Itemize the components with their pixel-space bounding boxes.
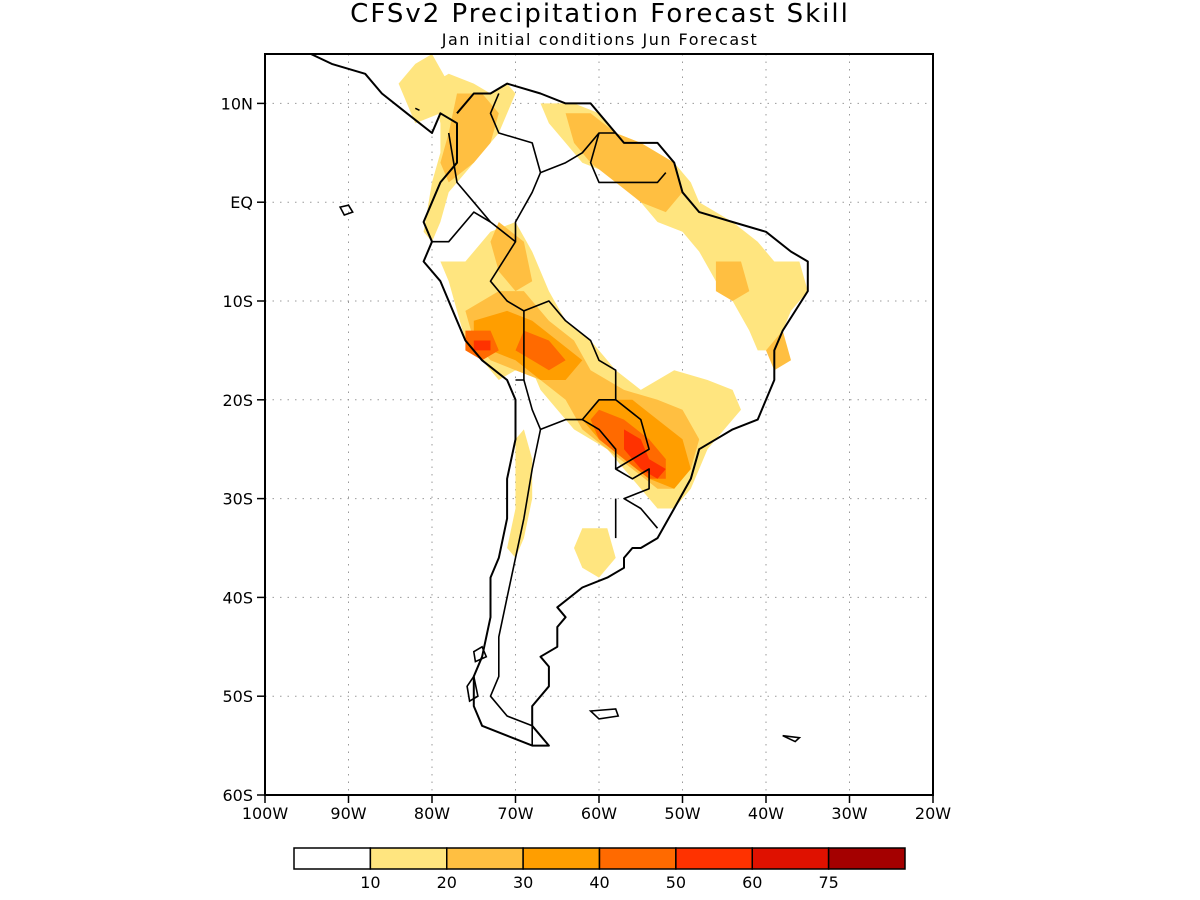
- skill-region-10: [507, 429, 533, 558]
- colorbar-swatch: [446, 847, 524, 870]
- colorbar-label: 75: [818, 873, 838, 892]
- skill-region-10: [574, 528, 616, 578]
- colorbar-swatch: [293, 847, 372, 870]
- lat-tick-label: EQ: [230, 193, 253, 212]
- lon-tick-label: 60W: [581, 804, 617, 823]
- colorbar-swatch: [369, 847, 448, 870]
- skill-region-40: [515, 330, 566, 371]
- lat-tick-label: 30S: [222, 490, 253, 509]
- skill-region-50: [473, 340, 491, 351]
- lat-tick-label: 10N: [221, 94, 253, 113]
- colorbar-label: 40: [589, 873, 609, 892]
- colorbar: 10 20 30 40 50 60 75: [293, 847, 906, 892]
- colorbar-label: 30: [513, 873, 533, 892]
- colorbar-label: 10: [360, 873, 380, 892]
- skill-region-10: [398, 54, 449, 124]
- colorbar-label: 50: [666, 873, 686, 892]
- country-border: [589, 132, 667, 184]
- latitude-axis: 10N EQ 10S 20S 30S 40S 50S 60S: [221, 94, 265, 805]
- skill-region-50: [624, 429, 666, 479]
- colorbar-swatch: [598, 847, 677, 870]
- lon-tick-label: 30W: [831, 804, 867, 823]
- country-border: [523, 379, 616, 431]
- lon-tick-label: 80W: [414, 804, 450, 823]
- figure-title: CFSv2 Precipitation Forecast Skill: [350, 0, 850, 29]
- colorbar-label: 60: [742, 873, 762, 892]
- skill-region-20: [715, 261, 750, 301]
- country-border: [540, 132, 616, 174]
- island-outline: [782, 734, 802, 743]
- skill-region-20: [766, 330, 791, 371]
- coastlines-and-borders: [308, 54, 809, 747]
- colorbar-swatch: [522, 847, 601, 870]
- lat-tick-label: 10S: [222, 292, 253, 311]
- lon-tick-label: 40W: [748, 804, 784, 823]
- island-outline: [472, 645, 488, 663]
- country-border: [447, 93, 542, 243]
- lon-tick-label: 90W: [330, 804, 366, 823]
- colorbar-swatch: [751, 847, 830, 870]
- skill-region-10: [440, 222, 741, 509]
- colorbar-swatch: [827, 847, 906, 870]
- lon-tick-label: 100W: [242, 804, 289, 823]
- skill-region-20: [440, 93, 499, 183]
- island-outline: [466, 674, 479, 703]
- figure-subtitle: Jan initial conditions Jun Forecast: [441, 30, 759, 49]
- lat-tick-label: 60S: [222, 786, 253, 805]
- colorbar-label: 20: [437, 873, 457, 892]
- lon-tick-label: 70W: [497, 804, 533, 823]
- lon-tick-label: 20W: [915, 804, 951, 823]
- country-border: [515, 310, 525, 381]
- coastline: [308, 54, 809, 747]
- country-border: [432, 211, 491, 243]
- country-border: [489, 429, 542, 746]
- island-outline: [338, 204, 354, 216]
- lon-tick-label: 50W: [664, 804, 700, 823]
- longitude-axis: 100W 90W 80W 70W 60W 50W 40W 30W 20W: [242, 795, 951, 823]
- island-outline: [414, 107, 420, 112]
- lat-tick-label: 20S: [222, 391, 253, 410]
- lat-tick-label: 50S: [222, 687, 253, 706]
- island-outline: [588, 708, 620, 720]
- skill-region-20: [490, 222, 533, 292]
- country-border: [581, 418, 617, 469]
- colorbar-swatch: [675, 847, 753, 870]
- lat-tick-label: 40S: [222, 588, 253, 607]
